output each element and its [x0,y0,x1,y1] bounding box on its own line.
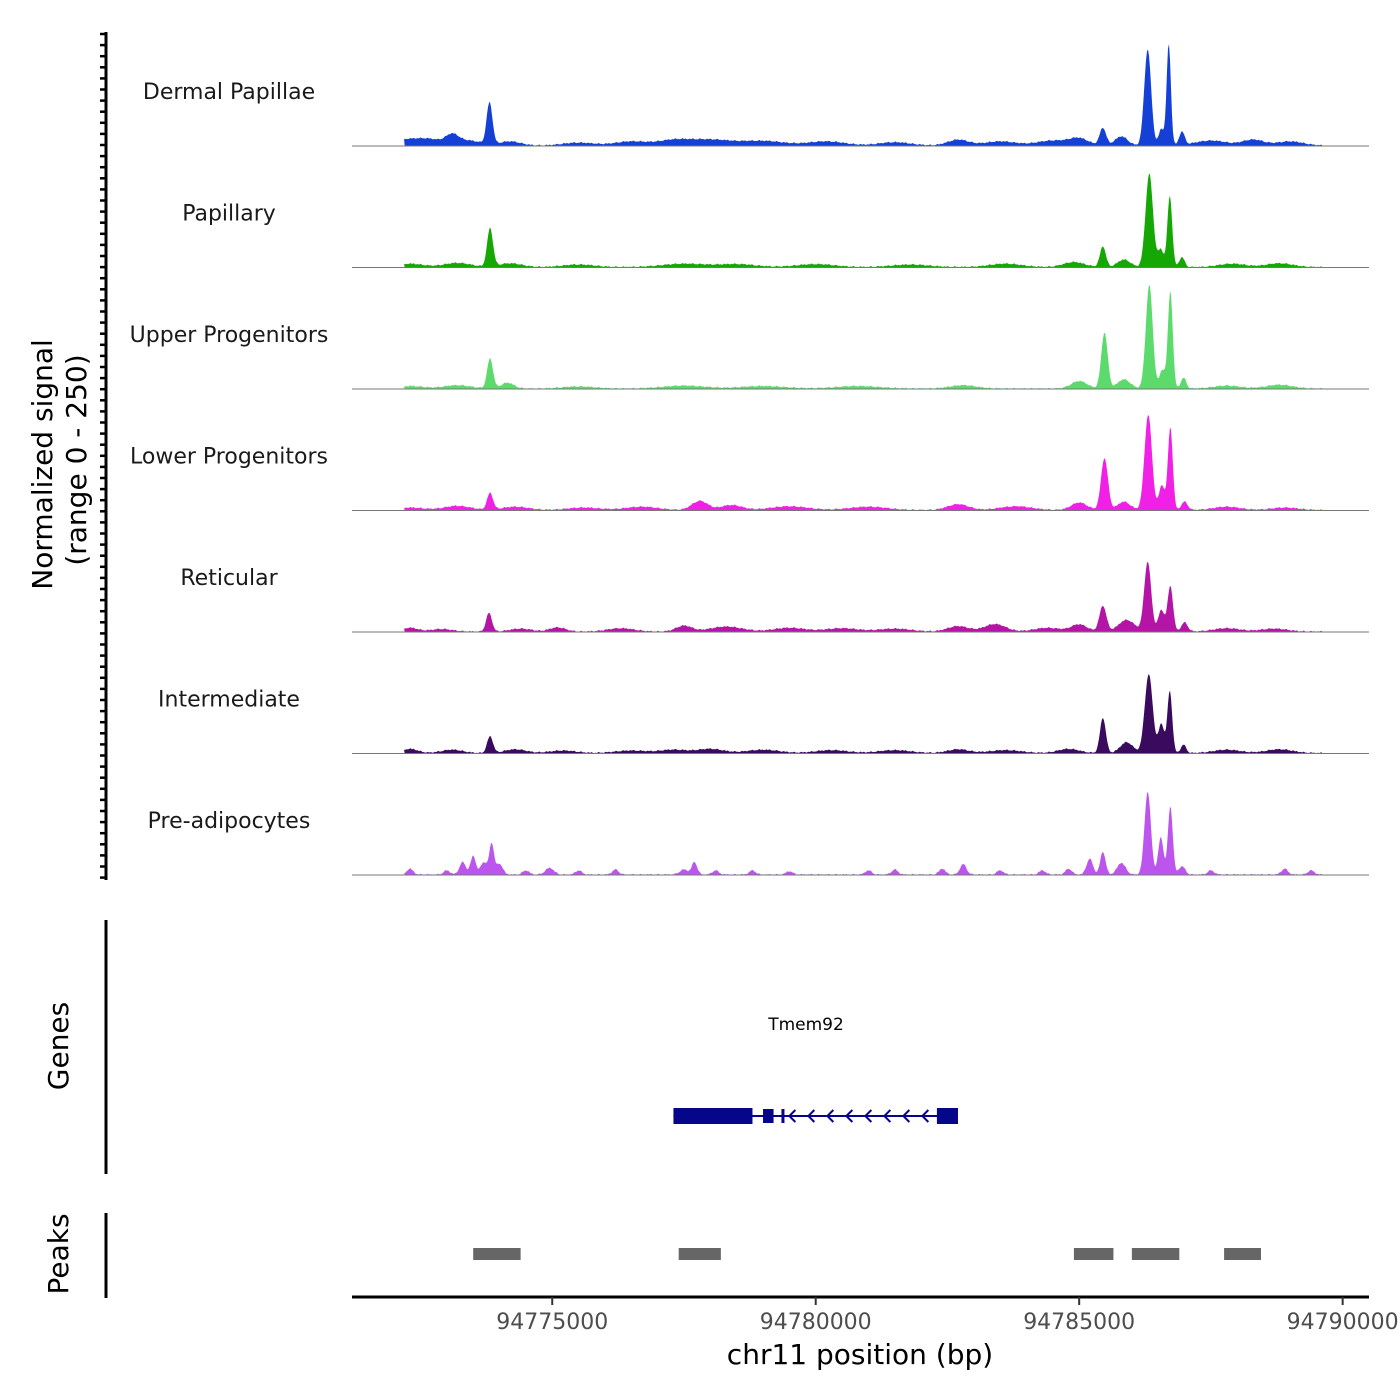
track-dermal-papillae: Dermal Papillae [143,44,1369,147]
coverage-area [404,44,1322,146]
coverage-area [404,285,1322,389]
strand-arrow [920,1109,930,1123]
x-axis-ticks: 94775000 94780000 94785000 94790000 [496,1297,1399,1335]
gene-label-tmem92: Tmem92 [767,1015,844,1035]
peak-region [473,1248,521,1260]
track-reticular: Reticular [180,561,1369,633]
gene-exon [673,1108,753,1124]
track-label: Lower Progenitors [130,445,328,470]
coverage-tracks: Dermal Papillae Papillary Upper Progenitor… [130,44,1369,876]
y-axis-title: Normalized signal (range 0 - 250) [26,330,93,589]
strand-arrow [844,1109,854,1123]
peak-region [1073,1248,1114,1260]
track-label: Upper Progenitors [130,323,329,348]
track-label: Intermediate [158,688,300,713]
track-papillary: Papillary [182,173,1369,268]
peak-regions [473,1248,1261,1260]
peaks-track-title: Peaks [42,1213,75,1294]
track-upper-progenitors: Upper Progenitors [130,285,1369,390]
x-tick-label: 94780000 [760,1310,872,1335]
y-axis-title-line-2: (range 0 - 250) [60,354,93,565]
track-lower-progenitors: Lower Progenitors [130,414,1369,511]
coverage-area [404,561,1322,632]
peak-region [1131,1248,1180,1260]
coverage-area [404,173,1322,268]
coverage-area [404,674,1322,754]
x-tick-label: 94775000 [496,1310,608,1335]
y-axis-title-line-1: Normalized signal [26,339,59,590]
track-label: Pre-adipocytes [148,809,311,834]
track-label: Papillary [182,202,276,227]
x-tick-label: 94785000 [1023,1310,1135,1335]
track-intermediate: Intermediate [158,674,1369,754]
peak-region [1224,1248,1261,1260]
track-label: Dermal Papillae [143,80,315,105]
x-tick-label: 94790000 [1287,1310,1399,1335]
peak-region [678,1248,721,1260]
strand-arrow [825,1109,835,1123]
x-axis-title: chr11 position (bp) [727,1338,993,1371]
track-pre-adipocytes: Pre-adipocytes [148,791,1369,876]
strand-arrow [806,1109,816,1123]
strand-arrow [863,1109,873,1123]
gene-exon [763,1109,774,1123]
coverage-y-axis-ticks [100,32,106,879]
strand-arrow [882,1109,892,1123]
gene-model-tmem92 [673,1108,958,1124]
strand-arrow [787,1109,797,1123]
gene-exon [936,1108,958,1124]
track-label: Reticular [180,566,278,591]
gene-exon [781,1109,785,1123]
strand-arrow [901,1109,911,1123]
coverage-area [404,414,1322,511]
coverage-area [404,791,1322,875]
genes-track-title: Genes [42,1002,75,1090]
